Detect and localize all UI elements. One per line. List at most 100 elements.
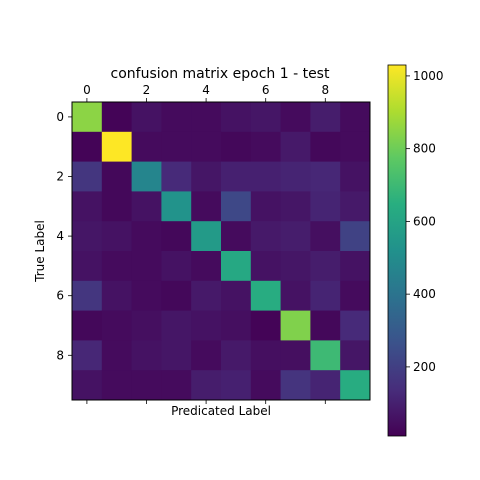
heatmap-cell-4-1 bbox=[101, 221, 132, 252]
heatmap-cell-9-7 bbox=[280, 370, 311, 401]
plot-frame bbox=[71, 101, 371, 401]
heatmap-cell-8-9 bbox=[340, 340, 371, 371]
heatmap-cell-7-6 bbox=[250, 310, 281, 341]
heatmap-cell-1-8 bbox=[310, 131, 341, 162]
heatmap-cell-4-6 bbox=[250, 221, 281, 252]
heatmap-cell-3-5 bbox=[221, 191, 252, 222]
heatmap-cell-3-6 bbox=[250, 191, 281, 222]
colorbar-tick-label: 600 bbox=[413, 214, 436, 228]
heatmap-cell-7-2 bbox=[131, 310, 162, 341]
heatmap-cell-4-7 bbox=[280, 221, 311, 252]
heatmap-cell-7-5 bbox=[221, 310, 252, 341]
heatmap-cell-4-5 bbox=[221, 221, 252, 252]
heatmap-cell-2-6 bbox=[250, 161, 281, 192]
heatmap-cell-4-9 bbox=[340, 221, 371, 252]
colorbar bbox=[387, 64, 407, 437]
y-axis-label: True Label bbox=[33, 220, 47, 283]
heatmap-cell-8-3 bbox=[161, 340, 192, 371]
heatmap-cell-5-7 bbox=[280, 251, 311, 282]
heatmap-cell-0-7 bbox=[280, 102, 311, 133]
heatmap-cell-5-9 bbox=[340, 251, 371, 282]
heatmap-cell-2-2 bbox=[131, 161, 162, 192]
colorbar-tick-label: 200 bbox=[413, 360, 436, 374]
heatmap-cell-3-3 bbox=[161, 191, 192, 222]
heatmap-cell-8-1 bbox=[101, 340, 132, 371]
heatmap-cell-4-4 bbox=[191, 221, 222, 252]
heatmap-cell-4-8 bbox=[310, 221, 341, 252]
heatmap-cell-9-1 bbox=[101, 370, 132, 401]
colorbar-tick-label: 800 bbox=[413, 142, 436, 156]
x-axis-ticks: 0 2 4 6 8 bbox=[83, 83, 329, 404]
heatmap-cell-3-7 bbox=[280, 191, 311, 222]
heatmap-cell-5-4 bbox=[191, 251, 222, 282]
heatmap-cell-6-5 bbox=[221, 280, 252, 311]
heatmap-cell-8-4 bbox=[191, 340, 222, 371]
heatmap-cell-6-9 bbox=[340, 280, 371, 311]
heatmap-cells bbox=[72, 102, 371, 401]
heatmap-cell-0-2 bbox=[131, 102, 162, 133]
y-axis-ticks: 0 2 4 6 8 bbox=[56, 110, 72, 362]
heatmap-cell-4-2 bbox=[131, 221, 162, 252]
heatmap-cell-9-8 bbox=[310, 370, 341, 401]
heatmap-cell-9-0 bbox=[72, 370, 103, 401]
y-tick-label: 0 bbox=[56, 110, 64, 124]
heatmap-cell-9-2 bbox=[131, 370, 162, 401]
heatmap-cell-9-5 bbox=[221, 370, 252, 401]
heatmap-cell-4-0 bbox=[72, 221, 103, 252]
heatmap-cell-7-8 bbox=[310, 310, 341, 341]
y-tick-label: 4 bbox=[56, 229, 64, 243]
heatmap-cell-3-9 bbox=[340, 191, 371, 222]
heatmap-cell-8-8 bbox=[310, 340, 341, 371]
heatmap-cell-7-9 bbox=[340, 310, 371, 341]
heatmap-cell-1-7 bbox=[280, 131, 311, 162]
heatmap-cell-0-1 bbox=[101, 102, 132, 133]
heatmap-cell-5-6 bbox=[250, 251, 281, 282]
heatmap-cell-8-6 bbox=[250, 340, 281, 371]
heatmap-cell-6-8 bbox=[310, 280, 341, 311]
x-tick-label: 4 bbox=[202, 83, 210, 97]
heatmap-cell-8-2 bbox=[131, 340, 162, 371]
x-tick-label: 6 bbox=[262, 83, 270, 97]
heatmap-cell-1-5 bbox=[221, 131, 252, 162]
heatmap-cell-2-0 bbox=[72, 161, 103, 192]
heatmap-cell-5-3 bbox=[161, 251, 192, 282]
heatmap-cell-0-9 bbox=[340, 102, 371, 133]
heatmap-cell-7-7 bbox=[280, 310, 311, 341]
y-tick-label: 6 bbox=[56, 289, 64, 303]
heatmap-cell-0-3 bbox=[161, 102, 192, 133]
heatmap-cell-2-3 bbox=[161, 161, 192, 192]
heatmap-cell-6-2 bbox=[131, 280, 162, 311]
heatmap-cell-1-6 bbox=[250, 131, 281, 162]
heatmap-cell-0-4 bbox=[191, 102, 222, 133]
colorbar-tick-label: 1000 bbox=[413, 69, 444, 83]
colorbar-ticks: 200 400 600 800 1000 bbox=[406, 69, 444, 374]
heatmap-cell-8-0 bbox=[72, 340, 103, 371]
x-tick-label: 8 bbox=[321, 83, 329, 97]
heatmap-cell-3-1 bbox=[101, 191, 132, 222]
heatmap-cell-2-4 bbox=[191, 161, 222, 192]
heatmap-cell-6-6 bbox=[250, 280, 281, 311]
heatmap-cell-1-0 bbox=[72, 131, 103, 162]
heatmap-cell-2-7 bbox=[280, 161, 311, 192]
heatmap-cell-3-0 bbox=[72, 191, 103, 222]
x-tick-label: 2 bbox=[143, 83, 151, 97]
heatmap-cell-8-5 bbox=[221, 340, 252, 371]
heatmap-cell-7-3 bbox=[161, 310, 192, 341]
heatmap-cell-6-4 bbox=[191, 280, 222, 311]
heatmap-cell-1-3 bbox=[161, 131, 192, 162]
heatmap-cell-7-0 bbox=[72, 310, 103, 341]
heatmap-cell-0-5 bbox=[221, 102, 252, 133]
heatmap-cell-5-0 bbox=[72, 251, 103, 282]
heatmap-cell-1-4 bbox=[191, 131, 222, 162]
heatmap-cell-3-4 bbox=[191, 191, 222, 222]
y-tick-label: 2 bbox=[56, 170, 64, 184]
heatmap-cell-9-9 bbox=[340, 370, 371, 401]
heatmap-cell-2-1 bbox=[101, 161, 132, 192]
heatmap-cell-4-3 bbox=[161, 221, 192, 252]
heatmap-cell-6-3 bbox=[161, 280, 192, 311]
heatmap-cell-0-8 bbox=[310, 102, 341, 133]
heatmap-cell-9-3 bbox=[161, 370, 192, 401]
heatmap-cell-3-2 bbox=[131, 191, 162, 222]
heatmap-cell-0-0 bbox=[72, 102, 103, 133]
